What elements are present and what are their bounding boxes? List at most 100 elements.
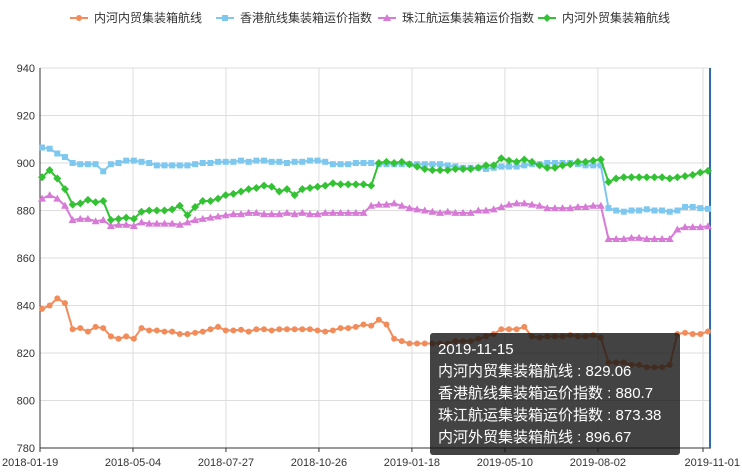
legend-label: 内河外贸集装箱航线 (562, 10, 670, 25)
data-point (627, 233, 636, 241)
data-point (206, 197, 215, 205)
y-tick-label: 880 (17, 206, 35, 218)
data-point (391, 335, 398, 342)
data-point (68, 200, 77, 209)
data-point (674, 207, 681, 214)
data-point (589, 156, 598, 165)
data-point (658, 235, 667, 242)
data-point (84, 161, 91, 168)
data-point (130, 335, 137, 342)
data-point (321, 181, 330, 190)
data-point (206, 213, 215, 221)
data-point (106, 221, 115, 229)
data-point (428, 207, 437, 215)
data-point (429, 161, 436, 168)
data-point (83, 195, 92, 204)
data-point (138, 325, 145, 332)
data-point (191, 216, 200, 223)
data-point (161, 162, 168, 169)
data-point (229, 189, 238, 198)
data-point (283, 326, 290, 333)
data-point (474, 206, 483, 214)
data-point (543, 204, 552, 212)
data-point (299, 158, 306, 165)
data-point (137, 218, 146, 226)
data-point (191, 202, 200, 211)
data-point (642, 173, 651, 182)
data-point (521, 323, 528, 330)
data-point (345, 161, 352, 168)
data-point (689, 331, 696, 337)
data-point (192, 161, 199, 168)
data-point (291, 158, 298, 165)
data-point (61, 154, 68, 161)
data-point (352, 160, 359, 166)
data-point (45, 191, 54, 199)
data-point (161, 328, 168, 335)
data-point (92, 323, 99, 330)
data-point (681, 172, 690, 181)
data-point (635, 173, 644, 182)
data-point (375, 316, 382, 323)
data-point (160, 206, 169, 215)
data-point (513, 326, 520, 333)
data-point (276, 326, 283, 333)
data-point (505, 326, 512, 333)
data-point (145, 219, 154, 227)
y-tick-label: 800 (17, 396, 35, 408)
data-point (69, 160, 76, 166)
x-tick-label: 2019-08-02 (570, 457, 626, 469)
data-point (275, 210, 284, 218)
data-point (573, 157, 582, 166)
data-point (198, 214, 207, 222)
data-point (215, 158, 222, 165)
data-point (207, 160, 214, 166)
data-point (620, 208, 627, 215)
data-point (666, 208, 673, 215)
data-point (46, 302, 53, 309)
data-point (198, 197, 207, 205)
data-point (390, 159, 399, 167)
data-point (230, 158, 237, 165)
data-point (260, 181, 268, 190)
data-point (222, 15, 228, 21)
data-point (628, 207, 635, 214)
data-point (466, 164, 475, 173)
data-point (76, 15, 82, 21)
data-point (642, 235, 651, 242)
x-tick-label: 2018-01-19 (2, 457, 58, 469)
data-point (230, 327, 237, 334)
data-point (459, 208, 468, 216)
data-point (352, 323, 359, 330)
data-point (129, 221, 138, 229)
data-point (682, 329, 689, 336)
data-point (682, 203, 689, 210)
data-point (444, 162, 451, 169)
data-point (498, 326, 505, 333)
data-point (704, 222, 712, 230)
data-point (558, 161, 567, 170)
data-point (414, 340, 421, 347)
legend-label: 内河内贸集装箱航线 (94, 10, 202, 25)
data-point (527, 157, 536, 166)
tooltip-line-2: 香港航线集装箱运价指数 : 880.7 (438, 385, 654, 402)
data-point (100, 325, 107, 332)
data-point (183, 211, 192, 220)
data-point (299, 326, 306, 333)
data-point (382, 200, 391, 208)
data-point (612, 235, 621, 242)
data-point (199, 160, 206, 166)
data-point (153, 327, 160, 334)
data-point (635, 233, 644, 241)
data-point (504, 156, 513, 165)
data-point (115, 335, 122, 342)
data-point (397, 157, 406, 166)
data-point (305, 183, 314, 192)
data-point (260, 210, 268, 218)
data-tooltip: 2019-11-15 内河内贸集装箱航线 : 829.06 香港航线集装箱运价指… (430, 333, 680, 455)
data-point (428, 166, 437, 175)
data-point (160, 219, 169, 227)
data-point (665, 235, 674, 242)
data-point (115, 160, 122, 166)
data-point (123, 333, 130, 340)
